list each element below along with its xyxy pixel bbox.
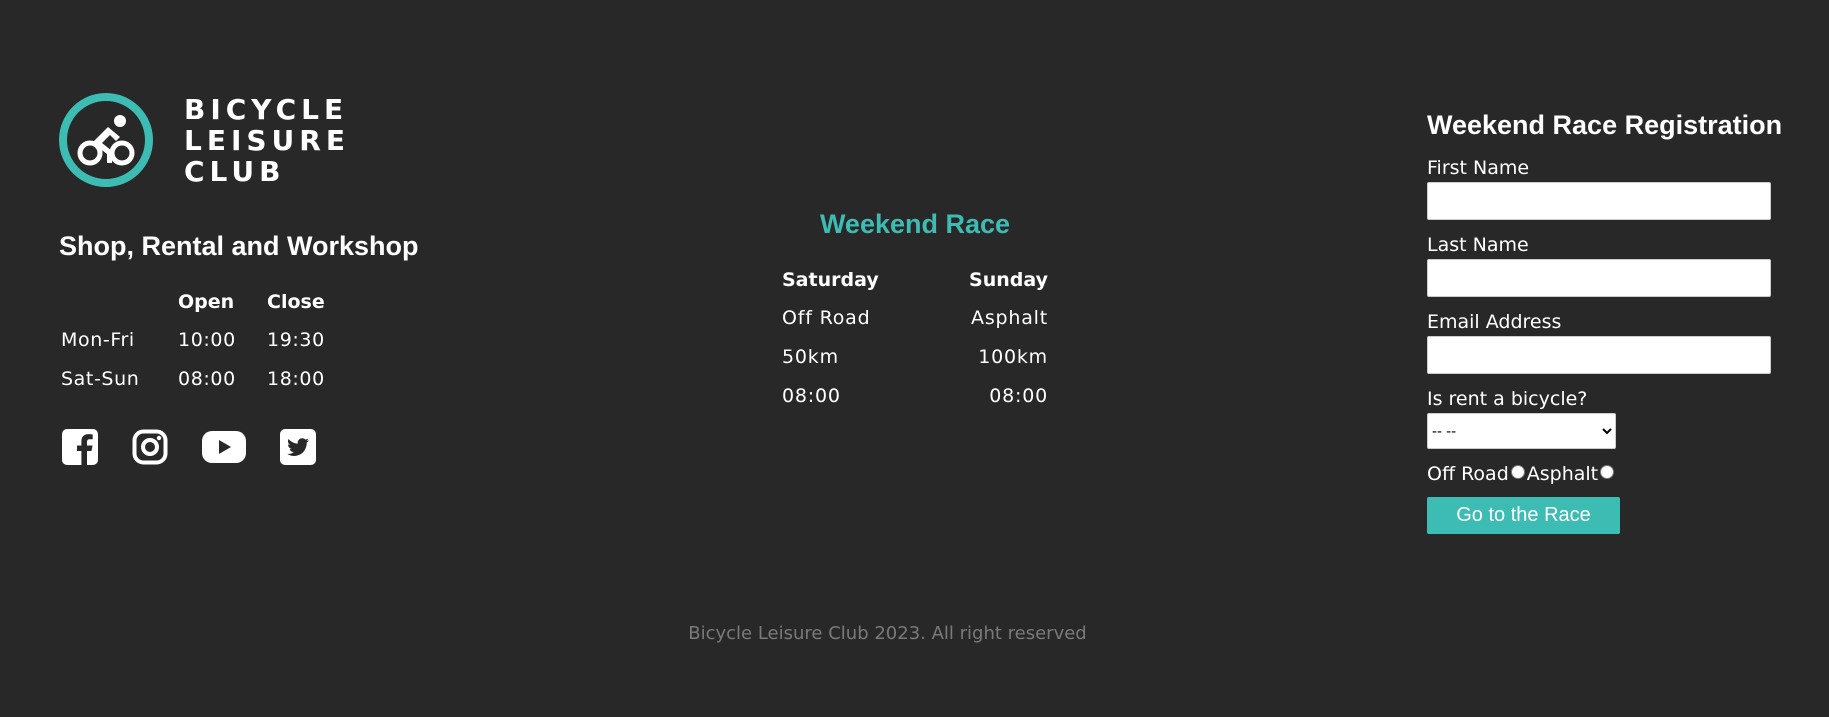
email-field[interactable] bbox=[1427, 336, 1771, 374]
last-name-field[interactable] bbox=[1427, 259, 1771, 297]
hours-header-day bbox=[59, 284, 178, 320]
table-row: 08:00 08:00 bbox=[782, 376, 1048, 415]
email-label: Email Address bbox=[1427, 311, 1562, 333]
race-sunday-cell: Asphalt bbox=[971, 306, 1048, 329]
hours-header-close: Close bbox=[267, 291, 325, 313]
radio-offroad-label: Off Road bbox=[1427, 463, 1509, 485]
hours-header-row: Open Close bbox=[59, 284, 337, 320]
radio-asphalt-label: Asphalt bbox=[1526, 463, 1599, 485]
opening-hours-table: Open Close Mon-Fri 10:00 19:30 Sat-Sun 0… bbox=[59, 284, 337, 398]
brand-name-line-2: LEISURE bbox=[184, 123, 350, 157]
registration-form: Weekend Race Registration First Name Las… bbox=[1427, 110, 1787, 534]
radio-asphalt[interactable] bbox=[1600, 465, 1615, 479]
facebook-icon[interactable] bbox=[62, 428, 98, 466]
first-name-label: First Name bbox=[1427, 157, 1530, 179]
table-row: 50km 100km bbox=[782, 337, 1048, 376]
hours-header-open: Open bbox=[178, 291, 235, 313]
brand-logo[interactable]: BICYCLE LEISURE CLUB bbox=[59, 93, 479, 187]
form-title: Weekend Race Registration bbox=[1427, 110, 1783, 140]
radio-offroad[interactable] bbox=[1510, 465, 1525, 479]
cyclist-icon bbox=[77, 115, 135, 166]
brand-name-line-1: BICYCLE bbox=[184, 92, 349, 126]
shop-title: Shop, Rental and Workshop bbox=[59, 231, 419, 261]
race-sunday-cell: 100km bbox=[978, 345, 1048, 368]
footer: Bicycle Leisure Club 2023. All right res… bbox=[0, 623, 1829, 644]
last-name-label: Last Name bbox=[1427, 234, 1529, 256]
race-header-row: Saturday Sunday bbox=[782, 262, 1048, 298]
instagram-icon[interactable] bbox=[132, 428, 168, 466]
hours-open: 10:00 bbox=[178, 328, 236, 351]
logo-circle bbox=[59, 93, 153, 187]
brand-name: BICYCLE LEISURE CLUB bbox=[184, 94, 350, 187]
rent-bicycle-select[interactable]: -- -- bbox=[1427, 413, 1616, 449]
youtube-icon[interactable] bbox=[202, 428, 246, 466]
first-name-field[interactable] bbox=[1427, 182, 1771, 220]
table-row: Mon-Fri 10:00 19:30 bbox=[59, 320, 337, 359]
race-header-sunday: Sunday bbox=[969, 269, 1048, 291]
race-title: Weekend Race bbox=[819, 209, 1011, 239]
hours-close: 18:00 bbox=[267, 367, 325, 390]
race-header-saturday: Saturday bbox=[782, 269, 879, 291]
race-section: Weekend Race Saturday Sunday Off Road As… bbox=[780, 209, 1050, 415]
twitter-icon[interactable] bbox=[280, 428, 316, 466]
race-sunday-cell: 08:00 bbox=[989, 384, 1048, 407]
go-to-race-button[interactable]: Go to the Race bbox=[1427, 497, 1620, 534]
shop-section: BICYCLE LEISURE CLUB Shop, Rental and Wo… bbox=[59, 93, 479, 466]
hours-day: Sat-Sun bbox=[61, 367, 140, 390]
hours-day: Mon-Fri bbox=[61, 328, 135, 351]
race-saturday-cell: 50km bbox=[782, 345, 839, 368]
race-schedule-table: Saturday Sunday Off Road Asphalt 50km 10… bbox=[782, 262, 1048, 415]
table-row: Off Road Asphalt bbox=[782, 298, 1048, 337]
social-links bbox=[62, 428, 479, 466]
copyright-text: Bicycle Leisure Club 2023. All right res… bbox=[688, 623, 1087, 644]
race-saturday-cell: 08:00 bbox=[782, 384, 841, 407]
hours-open: 08:00 bbox=[178, 367, 236, 390]
rent-bicycle-label: Is rent a bicycle? bbox=[1427, 388, 1588, 410]
race-type-radios: Off Road Asphalt bbox=[1427, 459, 1787, 489]
brand-name-line-3: CLUB bbox=[184, 154, 286, 188]
race-saturday-cell: Off Road bbox=[782, 306, 871, 329]
hours-close: 19:30 bbox=[267, 328, 325, 351]
table-row: Sat-Sun 08:00 18:00 bbox=[59, 359, 337, 398]
